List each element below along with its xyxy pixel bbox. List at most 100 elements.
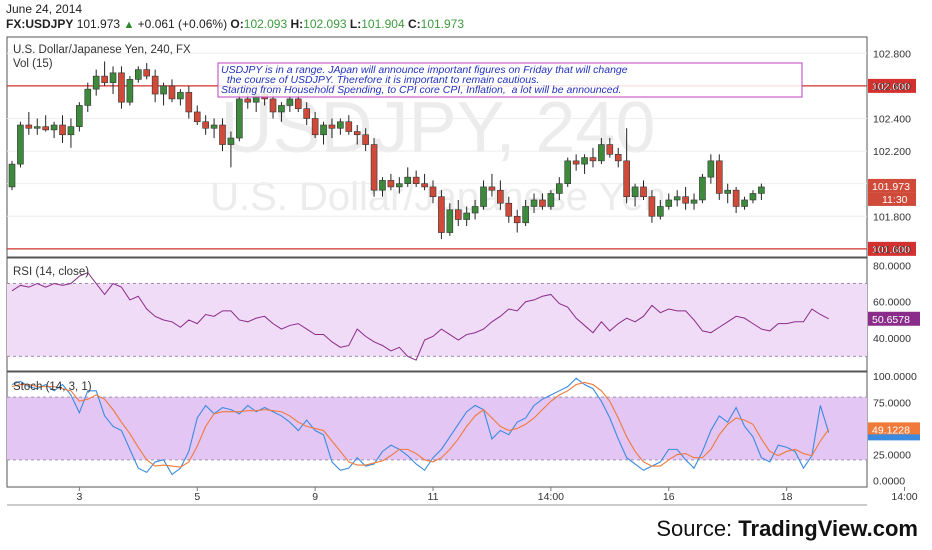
time-tick-label: 3 [76,491,82,503]
price-tick-label: 102.600 [873,81,911,93]
candle-body [396,183,403,188]
candle-body [143,69,151,77]
level-price-label: 101.600 [872,244,910,256]
candle-body [623,160,630,198]
stoch-value-tag [868,422,920,437]
stoch-tick-label: 25.0000 [873,450,911,462]
candle-body [92,75,100,90]
rsi-band [7,283,867,357]
stoch-title: Stoch (14, 3, 1) [13,381,92,393]
watermark-name: U.S. Dollar/Japanese Yen [210,175,666,219]
candle-body [185,92,193,113]
candle-body [278,105,285,113]
candle-body [202,121,209,129]
stoch-band [7,397,867,460]
close-value: 101.973 [420,17,465,31]
candle-body [648,196,656,217]
candle-body [404,176,412,184]
stoch-k-line [11,377,830,476]
candle-body [438,196,445,233]
volume-label: Vol (15) [13,58,53,70]
candle-body [168,85,176,100]
open-value: 102.093 [243,17,288,31]
stoch-k-value-tag [868,434,920,441]
candle-body [76,105,83,127]
candle-body [337,121,344,129]
candle-body [555,183,563,194]
candle-body [505,202,513,217]
candle-body [101,75,108,83]
annotation-line-1: USDJPY is in a range. JApan will announc… [221,64,628,76]
candle-body [463,212,470,220]
candle-body [17,124,24,165]
high-label: H: [290,17,304,31]
candle-body [749,193,757,201]
candle-body [640,186,647,198]
time-tick-label: 9 [312,491,318,503]
candle-body [353,131,361,136]
candle-body [631,186,639,198]
candle-body [497,189,504,204]
source-brand: TradingView.com [738,516,918,541]
candle-body [715,160,723,194]
candle-body [303,108,311,119]
close-label: C: [407,17,421,31]
rsi-tick-label: 40.0000 [873,333,911,345]
candle-body [606,144,614,155]
candle-body [564,160,572,184]
up-arrow-icon: ▲ [123,19,135,31]
candle-body [598,144,605,162]
stoch-tick-label: 100.0000 [873,371,917,383]
candle-body [67,126,75,136]
candle-body [589,157,597,162]
candle-body [454,209,462,220]
open-label: O: [230,17,244,31]
ohlc-readout: FX:USDJPY 101.973 ▲ +0.061 (+0.06%) O:10… [6,17,464,31]
candle-body [699,176,706,201]
chart-date: June 24, 2014 [6,2,83,16]
rsi-value-tag [868,311,920,326]
candle-body [33,126,41,129]
level-price-label: 102.600 [872,81,910,93]
last-price-tag [868,178,916,193]
candle-body [25,124,33,129]
candle-body [724,189,732,194]
candle-body [227,137,235,145]
candle-body [488,186,496,191]
price-tick-label: 101.800 [873,211,911,223]
candle-body [732,189,740,207]
candle-body [118,72,125,103]
candle-body [480,186,487,207]
candle-body [42,126,49,131]
chart-canvas[interactable]: USDJPY, 240 U.S. Dollar/Japanese Yen 102… [0,0,932,520]
time-tick-label: 14:00 [538,491,564,503]
candle-body [421,183,428,188]
candle-body [59,124,66,136]
low-value: 101.904 [361,17,405,31]
candle-body [471,206,479,214]
candle-body [429,186,437,198]
candle-body [50,124,58,131]
stoch-tick-label: 0.0000 [873,476,905,488]
candle-body [758,186,765,194]
time-tick-label: 16 [663,491,675,503]
countdown-tag [868,192,916,206]
price-tick-label: 102.800 [873,48,911,60]
candle-body [581,157,588,165]
candle-body [109,72,117,83]
source-prefix: Source: [656,516,739,541]
annotation-line-2: the course of USDJPY. Therefore it is im… [221,74,539,86]
candle-body [412,176,420,184]
symbol-label[interactable]: FX:USDJPY [6,17,74,31]
candle-body [446,209,454,233]
candle-body [84,88,92,106]
candle-body [673,196,681,201]
candle-body [690,199,698,204]
time-tick-label: 14:00 [891,491,917,503]
rsi-series-line [11,271,829,361]
last-price: 101.973 [76,17,121,31]
candle-body [539,199,546,207]
candle-body [244,98,252,103]
annotation-box[interactable]: USDJPY is in a range. JApan will announc… [217,62,803,98]
candle-body [522,206,529,224]
